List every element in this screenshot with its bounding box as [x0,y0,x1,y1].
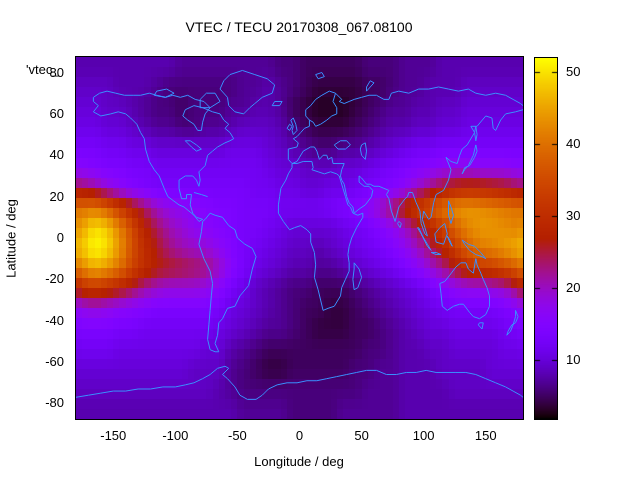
x-tick-label: -100 [162,428,189,443]
vtec-heatmap-canvas [75,56,524,420]
colorbar-tick-label: 10 [566,352,581,367]
colorbar-tick-label: 30 [566,208,581,223]
x-tick-label: 50 [354,428,369,443]
x-axis-label: Longitude / deg [254,454,344,469]
y-tick-label: -80 [45,395,64,411]
x-tick-label: 150 [474,428,497,443]
y-tick-label: 20 [49,188,64,204]
colorbar-canvas [534,57,558,420]
x-tick-label: 0 [295,428,304,443]
x-tick-label: 100 [412,428,435,443]
y-tick-label: 40 [49,147,64,163]
y-tick-label: -20 [45,271,64,287]
colorbar-tick-label: 20 [566,280,581,295]
colorbar-tick-label: 40 [566,136,581,151]
x-tick-label: -50 [228,428,247,443]
y-tick-label: -60 [45,354,64,370]
x-tick-label: -150 [100,428,127,443]
plot-title: VTEC / TECU 20170308_067.08100 [185,19,413,35]
y-tick-label: -40 [45,312,64,328]
colorbar-tick-label: 50 [566,64,581,79]
y-tick-label: 0 [56,230,64,245]
y-tick-label: 80 [49,64,64,80]
overlay-label-vtec: 'vtec_ [26,62,60,77]
y-tick-label: 60 [49,105,64,121]
